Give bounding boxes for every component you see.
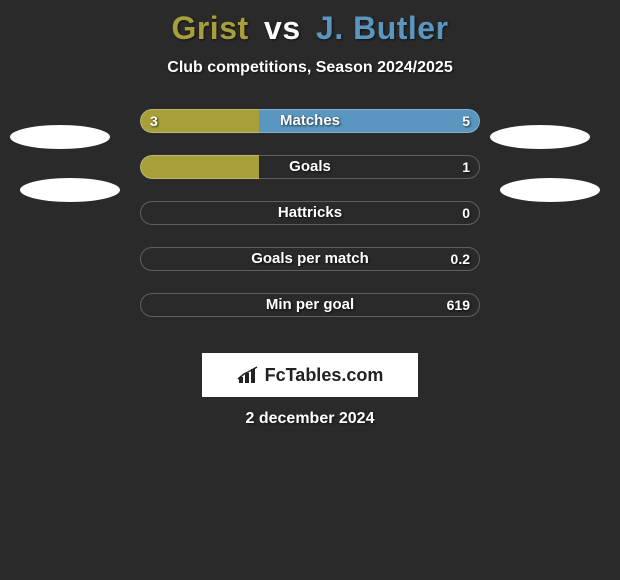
subtitle: Club competitions, Season 2024/2025	[0, 59, 620, 77]
comparison-infographic: Grist vs J. Butler Club competitions, Se…	[0, 0, 620, 580]
bar-track	[140, 201, 480, 225]
stat-value-right: 1	[462, 155, 470, 179]
bar-fill-left	[140, 155, 259, 179]
bar-track	[140, 247, 480, 271]
stat-row: Min per goal619	[0, 293, 620, 339]
player1-name: Grist	[171, 10, 248, 46]
logo-box: FcTables.com	[202, 353, 418, 397]
player2-name: J. Butler	[316, 10, 449, 46]
stat-rows: Matches35Goals1Hattricks0Goals per match…	[0, 109, 620, 339]
page-title: Grist vs J. Butler	[0, 0, 620, 47]
stat-row: Hattricks0	[0, 201, 620, 247]
date-text: 2 december 2024	[0, 410, 620, 428]
logo-inner: FcTables.com	[237, 365, 384, 386]
stat-value-right: 619	[447, 293, 470, 317]
stat-value-right: 0.2	[451, 247, 470, 271]
stat-value-right: 0	[462, 201, 470, 225]
stat-row: Goals per match0.2	[0, 247, 620, 293]
stat-row: Matches35	[0, 109, 620, 155]
bar-track	[140, 109, 480, 133]
bar-chart-icon	[237, 365, 261, 385]
bar-track	[140, 155, 480, 179]
vs-text: vs	[264, 10, 301, 46]
stat-row: Goals1	[0, 155, 620, 201]
bar-track	[140, 293, 480, 317]
bar-fill-right	[259, 109, 480, 133]
logo-text: FcTables.com	[265, 365, 384, 386]
stat-value-right: 5	[462, 109, 470, 133]
stat-value-left: 3	[150, 109, 158, 133]
